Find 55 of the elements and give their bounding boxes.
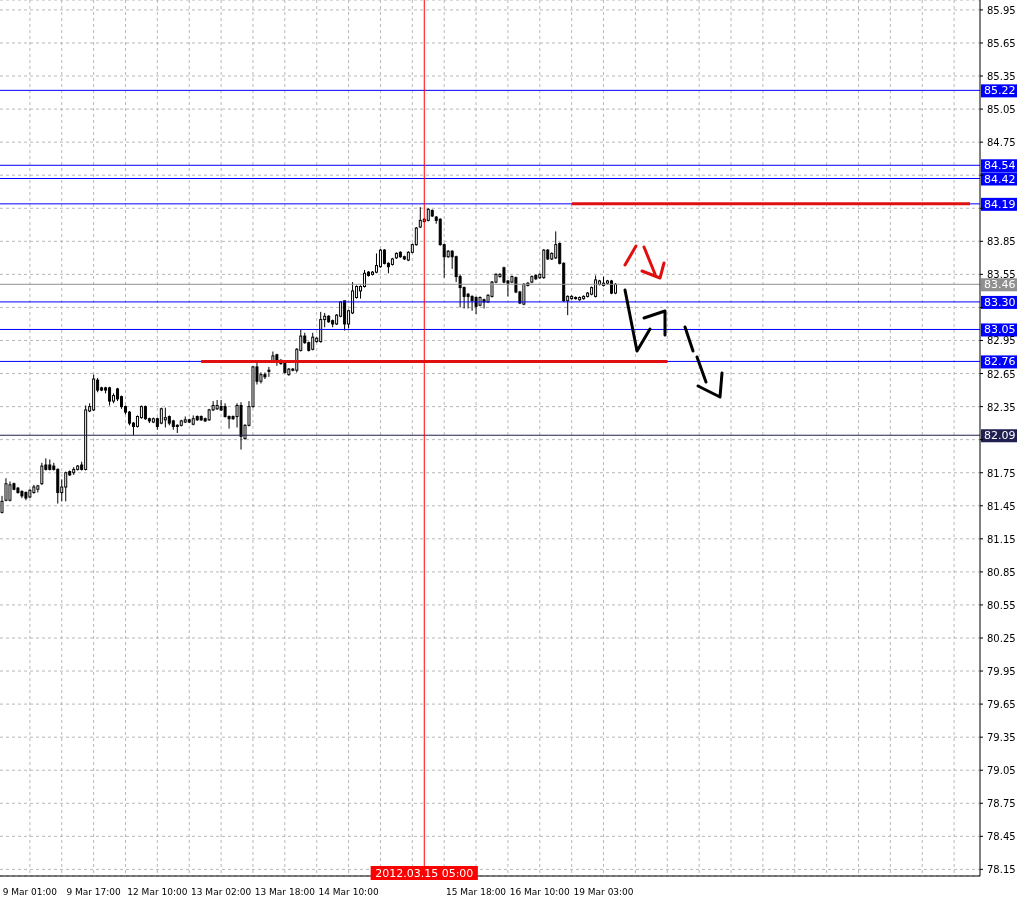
x-tick-label: 9 Mar 17:00 [66,887,122,897]
candlestick [594,274,598,299]
ref-line-label: 83.30 [984,295,1016,309]
y-tick-label: 82.35 [987,401,1016,413]
candlestick [267,366,271,378]
ref-line-label: 84.42 [984,172,1016,186]
y-tick-label: 80.55 [987,599,1016,611]
candlestick [554,230,558,260]
y-tick-label: 85.95 [987,4,1016,16]
ref-line-label: 82.09 [984,429,1016,443]
candlestick [215,399,219,411]
ref-line-label: 85.22 [984,84,1016,98]
y-tick-label: 78.75 [987,798,1016,810]
ref-line-label: 83.05 [984,323,1016,337]
y-tick-label: 85.05 [987,104,1016,116]
x-tick-label: 14 Mar 10:00 [318,887,379,897]
x-tick-label: 16 Mar 10:00 [509,887,571,897]
candlestick [56,467,60,505]
x-tick-label: 2012.03.15 05:00 [375,867,474,880]
y-tick-label: 85.65 [987,37,1016,49]
y-tick-label: 80.85 [987,566,1016,578]
candlestick [40,462,44,486]
y-tick-label: 79.95 [987,666,1016,678]
ref-line-label: 84.54 [984,159,1016,173]
y-tick-label: 85.35 [987,71,1016,83]
y-tick-label: 79.05 [987,765,1016,777]
candlestick [319,311,323,344]
y-tick-label: 83.55 [987,269,1016,281]
x-tick-label: 13 Mar 02:00 [191,887,252,897]
candlestick [378,248,382,269]
x-tick-label: 12 Mar 10:00 [127,887,188,897]
y-tick-label: 82.95 [987,335,1016,347]
ref-line-label: 84.19 [984,197,1016,211]
candlestick [64,471,68,502]
y-tick-label: 81.75 [987,467,1016,479]
x-tick-label: 15 Mar 18:00 [446,887,507,897]
y-tick-label: 78.15 [987,864,1016,876]
y-tick-label: 84.75 [987,137,1016,149]
y-tick-label: 83.85 [987,236,1016,248]
candlestick [163,407,167,429]
x-tick-label: 19 Mar 03:00 [573,887,634,897]
x-tick-label: 13 Mar 18:00 [254,887,316,897]
candlestick [343,300,347,332]
candlestick [263,371,267,380]
y-tick-label: 79.65 [987,699,1016,711]
y-tick-label: 82.65 [987,368,1016,380]
y-tick-label: 80.25 [987,632,1016,644]
y-tick-label: 81.15 [987,533,1016,545]
x-tick-label: 9 Mar 01:00 [2,887,58,897]
y-tick-label: 78.45 [987,831,1016,843]
candlestick [470,294,474,312]
ref-line-label: 83.46 [984,278,1016,292]
ref-line-label: 82.76 [984,355,1016,369]
y-tick-label: 81.45 [987,500,1016,512]
y-tick-label: 79.35 [987,732,1016,744]
